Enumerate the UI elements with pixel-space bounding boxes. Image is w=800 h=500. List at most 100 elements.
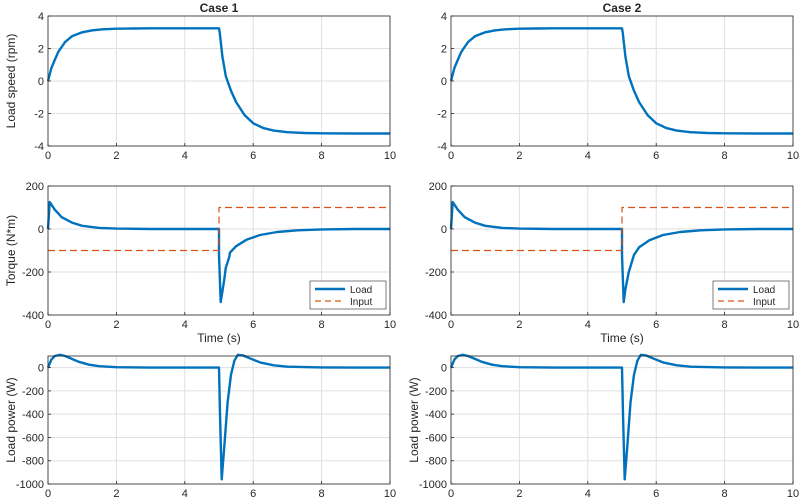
axes-box [47,185,391,316]
x-tick-label: 10 [787,488,799,500]
x-tick-label: 2 [113,319,119,331]
panel-title: Case 1 [200,1,239,15]
x-tick-label: 8 [319,488,325,500]
x-tick-label: 6 [653,319,659,331]
input-series-line [48,206,390,252]
y-tick-label: -4 [437,141,447,153]
y-tick-label: -1000 [419,479,447,491]
x-tick-label: 10 [384,488,396,500]
y-tick-label: 2 [38,44,44,56]
load-series-line [449,200,793,304]
y-tick-label: -200 [22,267,44,279]
y-tick-label: -400 [22,409,44,421]
x-tick-label: 6 [653,150,659,162]
y-tick-label: -4 [34,141,44,153]
y-tick-label: -200 [425,267,447,279]
y-tick-label: 4 [38,11,44,23]
x-tick-label: 10 [787,319,799,331]
y-axis-label: Load power (W) [4,377,18,462]
x-tick-label: 0 [45,488,51,500]
axes-box [47,355,391,485]
x-axis-label: Time (s) [600,331,644,345]
y-tick-label: 4 [441,11,447,23]
y-tick-label: -600 [22,432,44,444]
x-tick-label: 4 [182,150,188,162]
x-tick-label: 4 [182,319,188,331]
x-tick-label: 2 [516,150,522,162]
y-tick-label: -2 [34,109,44,121]
x-tick-label: 4 [182,488,188,500]
legend-entry-label: Input [753,297,775,308]
legend-entry-label: Input [350,297,372,308]
y-tick-label: -400 [425,409,447,421]
x-tick-label: 6 [250,319,256,331]
x-tick-label: 10 [787,150,799,162]
y-tick-label: -600 [425,432,447,444]
x-tick-label: 2 [113,150,119,162]
y-tick-label: -200 [22,386,44,398]
legend-entry-label: Load [753,285,775,296]
y-tick-label: 0 [38,363,44,375]
x-tick-label: 10 [384,150,396,162]
x-tick-label: 0 [45,150,51,162]
y-tick-label: -800 [22,456,44,468]
y-tick-label: 0 [441,363,447,375]
x-tick-label: 0 [448,488,454,500]
legend-box [712,280,790,310]
x-tick-label: 10 [384,319,396,331]
legend-entry-label: Load [350,285,372,296]
x-tick-label: 0 [448,319,454,331]
y-tick-label: 200 [429,181,447,193]
y-tick-label: 0 [441,76,447,88]
x-tick-label: 2 [113,488,119,500]
x-tick-label: 4 [585,319,591,331]
axes-box [450,355,794,485]
y-tick-label: -400 [425,310,447,322]
y-tick-label: -400 [22,310,44,322]
y-axis-label: Torque (N*m) [4,215,18,286]
legend-box [309,280,387,310]
x-tick-label: 8 [722,319,728,331]
panel-title: Case 2 [603,1,642,15]
x-tick-label: 4 [585,488,591,500]
panel-6: 0 2 4 6 8 10 -1000 -800 -600 -400 -200 0 Load power … [407,353,799,500]
y-tick-label: 0 [38,224,44,236]
x-tick-label: 8 [722,488,728,500]
y-tick-label: -200 [425,386,447,398]
load-series-line [449,27,793,135]
load-series-line [46,200,390,304]
x-tick-label: 2 [516,488,522,500]
y-tick-label: 2 [441,44,447,56]
y-tick-label: -800 [425,456,447,468]
x-tick-label: 0 [448,150,454,162]
panel-3: 0 2 4 6 8 10 -400 -200 0 200 Time (s) Torque (N*m) L… [4,181,396,345]
y-tick-label: 200 [26,181,44,193]
x-axis-label: Time (s) [197,331,241,345]
x-tick-label: 4 [585,150,591,162]
load-series-line [46,353,390,481]
y-tick-label: -1000 [16,479,44,491]
y-tick-label: 0 [38,76,44,88]
input-series-line [451,206,793,252]
y-tick-label: -2 [437,109,447,121]
y-axis-label: Load power (W) [407,377,421,462]
x-tick-label: 6 [653,488,659,500]
y-tick-label: 0 [441,224,447,236]
panel-1: 0 2 4 6 8 10 -4 -2 0 2 4 Case 1 Load speed (rpm) [4,1,396,162]
panel-5: 0 2 4 6 8 10 -1000 -800 -600 -400 -200 0 Load power … [4,353,396,500]
x-tick-label: 6 [250,150,256,162]
x-tick-label: 2 [516,319,522,331]
panel-2: 0 2 4 6 8 10 -4 -2 0 2 4 Case 2 [437,1,799,162]
axes-box [450,185,794,316]
load-series-line [449,353,793,481]
x-tick-label: 8 [319,319,325,331]
load-series-line [46,27,390,135]
y-axis-label: Load speed (rpm) [4,34,18,129]
x-tick-label: 0 [45,319,51,331]
x-tick-label: 8 [319,150,325,162]
x-tick-label: 6 [250,488,256,500]
